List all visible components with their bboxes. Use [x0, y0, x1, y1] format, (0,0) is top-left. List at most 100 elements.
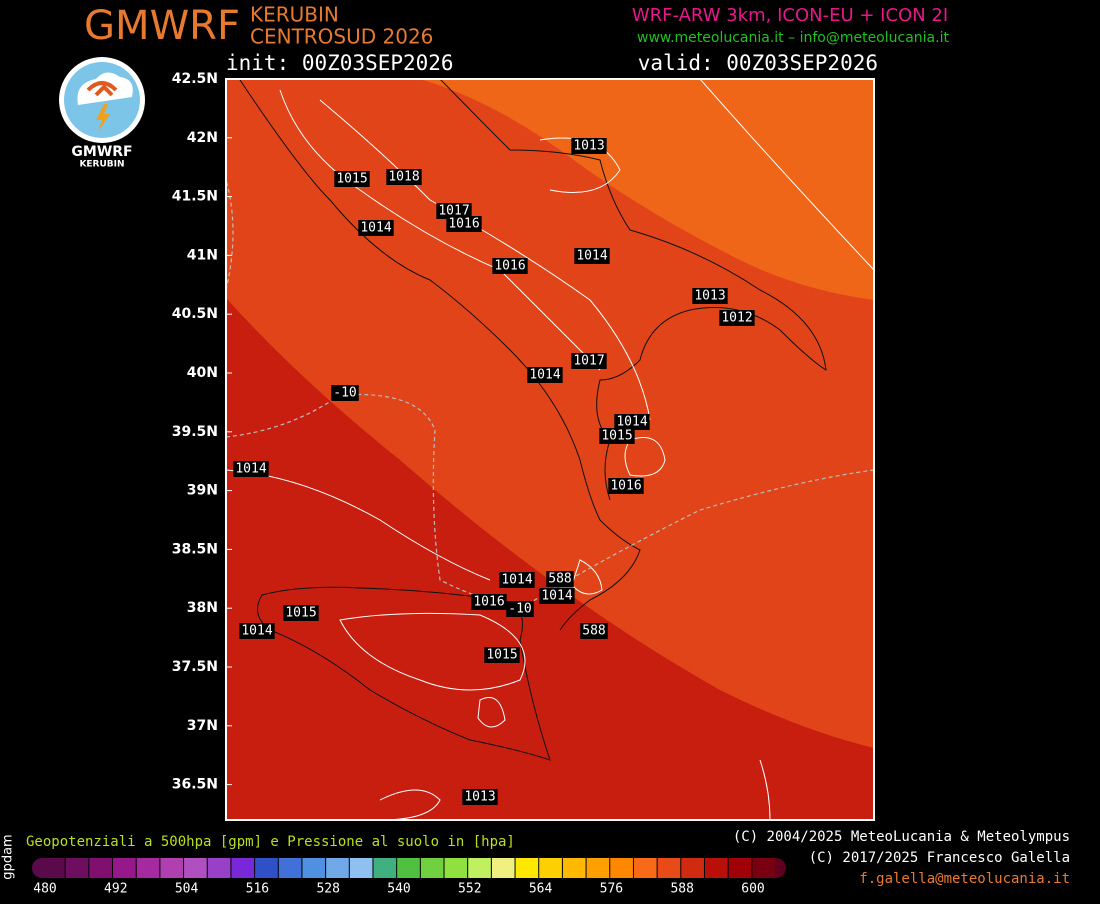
contour-label-bg	[719, 310, 755, 326]
contour-label: 1018	[386, 169, 422, 185]
contour-label: 1015	[334, 171, 370, 187]
contour-label-text: 1016	[610, 479, 641, 494]
contour-label-bg	[358, 220, 394, 236]
colorbar-cell	[397, 858, 420, 878]
contour-label-text: 1014	[576, 249, 607, 264]
colorbar-cell	[42, 858, 65, 878]
lat-label: 38N	[187, 600, 218, 616]
logo: GMWRF KERUBIN	[59, 57, 145, 170]
contour-label: 1014	[358, 220, 394, 236]
colorbar-cell	[255, 858, 278, 878]
brand: GMWRF	[84, 3, 240, 49]
colorbar-cell	[633, 858, 657, 878]
contour-label-text: 1013	[573, 139, 604, 154]
colorbar-tick: 516	[246, 882, 269, 897]
colorbar-tick: 576	[600, 882, 623, 897]
contour-label-text: -10	[508, 602, 531, 617]
lat-label: 40N	[187, 365, 218, 381]
contour-label: 1015	[599, 428, 635, 444]
contour-label: 588	[546, 571, 574, 587]
logo-horns	[86, 81, 118, 97]
colorbar-cell	[444, 858, 468, 878]
contour-label-text: 1014	[541, 589, 572, 604]
contour-label: 588	[580, 623, 608, 639]
contour-label-text: 1015	[601, 429, 632, 444]
credit-line: f.galella@meteolucania.it	[859, 871, 1070, 887]
colorbar-cell	[704, 858, 728, 878]
init-time: init: 00Z03SEP2026	[226, 51, 454, 75]
colorbar-cell	[562, 858, 586, 878]
contour-label-bg	[571, 353, 607, 369]
contour-label-text: 1016	[494, 259, 525, 274]
colorbar-cell	[184, 858, 207, 878]
colorbar-cell	[349, 858, 373, 878]
contour-label-text: 1014	[616, 415, 647, 430]
contour-label: 1016	[492, 258, 528, 274]
colorbar-cell	[65, 858, 89, 878]
colorbar: 480 492 504 516 528 540 552 564 576 588 600	[32, 858, 786, 897]
contour-label-text: 1015	[336, 172, 367, 187]
contour-label-bg	[471, 594, 507, 610]
contour-label-bg	[334, 171, 370, 187]
contour-label: -10	[331, 385, 359, 401]
contour-label-text: 1015	[486, 648, 517, 663]
contour-label: 1016	[608, 478, 644, 494]
colorbar-tick: 564	[529, 882, 553, 897]
models: WRF-ARW 3km, ICON-EU + ICON 2I	[632, 5, 948, 26]
colorbar-tick: 552	[458, 882, 481, 897]
contour-label-bg	[436, 203, 472, 219]
contour-label-text: 588	[548, 572, 571, 587]
lat-label: 36.5N	[172, 777, 218, 793]
colorbar-cell	[373, 858, 397, 878]
contour-label-text: 1014	[360, 221, 391, 236]
colorbar-cell	[326, 858, 349, 878]
contour-label-bg	[462, 789, 498, 805]
contour-label-bg	[446, 216, 482, 232]
field-low	[226, 298, 874, 820]
contour-label-text: 1012	[721, 311, 752, 326]
lat-label: 42.5N	[172, 71, 218, 87]
lat-label: 37.5N	[172, 659, 218, 675]
contour-label-bg	[506, 601, 534, 617]
contour-label-bg	[574, 248, 610, 264]
contour-label-text: 1017	[573, 354, 604, 369]
lat-label: 40.5N	[172, 306, 218, 322]
colorbar-cell	[231, 858, 255, 878]
contour-label-text: 1013	[694, 289, 725, 304]
contour-label: 1016	[471, 594, 507, 610]
contour-label-text: 1014	[235, 462, 266, 477]
lat-label: 39N	[187, 483, 218, 499]
contour-label-bg	[331, 385, 359, 401]
colorbar-cell	[491, 858, 515, 878]
contour-label: 1014	[614, 414, 650, 430]
colorbar-tick: 528	[316, 882, 339, 897]
contour-label-text: -10	[333, 386, 356, 401]
field-high	[420, 79, 874, 300]
contour-label-bg	[539, 588, 575, 604]
contour-label-text: 1014	[501, 573, 532, 588]
logo-bolt	[96, 104, 110, 132]
map	[226, 79, 874, 820]
contour-label: 1015	[283, 605, 319, 621]
contour-label-bg	[492, 258, 528, 274]
colorbar-tick: 480	[33, 882, 56, 897]
contour-label: 1017	[571, 353, 607, 369]
contour-label: 1013	[462, 789, 498, 805]
contour-label: 1014	[527, 367, 563, 383]
colorbar-cell	[160, 858, 184, 878]
unit-label: gpdam	[1, 834, 16, 879]
colorbar-cell	[468, 858, 491, 878]
contour-label-text: 1013	[464, 790, 495, 805]
colorbar-cell	[610, 858, 633, 878]
colorbar-cell	[728, 858, 752, 878]
colorbar-cell	[136, 858, 160, 878]
contour-label-bg	[499, 572, 535, 588]
coastlines	[239, 79, 827, 761]
colorbar-cell	[89, 858, 113, 878]
logo-name: KERUBIN	[79, 160, 124, 170]
lat-label: 37N	[187, 718, 218, 734]
lat-label: 41.5N	[172, 189, 218, 205]
contour-label-bg	[386, 169, 422, 185]
contour-label-bg	[692, 288, 728, 304]
